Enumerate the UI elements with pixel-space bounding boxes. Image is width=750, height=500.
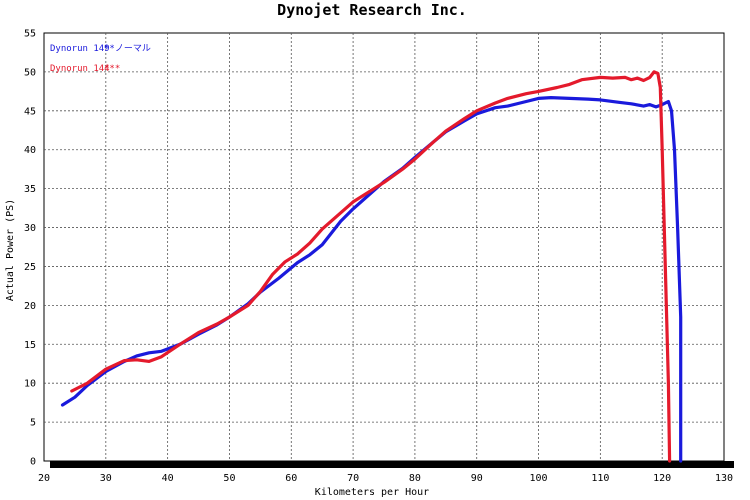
x-axis-bar <box>50 461 734 468</box>
y-tick-label: 50 <box>24 67 36 78</box>
x-axis-ticks: 20 30 40 50 60 70 80 90 100 110 120 130 <box>38 473 733 484</box>
x-tick-label: 80 <box>409 473 421 484</box>
legend-series-note: *** <box>104 64 120 74</box>
plot-area <box>43 32 725 462</box>
grid-lines <box>44 33 724 461</box>
series-line <box>70 70 672 463</box>
y-tick-label: 30 <box>24 223 36 234</box>
y-tick-label: 35 <box>24 184 36 195</box>
x-tick-label: 30 <box>100 473 112 484</box>
y-tick-label: 55 <box>24 29 36 40</box>
legend-series-name: Dynorun 144 <box>50 64 110 74</box>
y-tick-label: 25 <box>24 262 36 273</box>
x-tick-label: 90 <box>471 473 483 484</box>
y-tick-label: 45 <box>24 106 36 117</box>
y-axis-ticks: 0 5 10 15 20 25 30 35 40 45 50 55 <box>24 29 36 468</box>
y-tick-label: 15 <box>24 340 36 351</box>
x-axis-label: Kilometers per Hour <box>315 487 429 498</box>
y-tick-label: 10 <box>24 379 36 390</box>
x-tick-label: 50 <box>223 473 235 484</box>
y-axis-label: Actual Power (PS) <box>5 199 16 301</box>
y-tick-label: 20 <box>24 301 36 312</box>
legend: Dynorun 149**ノーマル Dynorun 144*** <box>50 44 151 74</box>
x-tick-label: 100 <box>530 473 548 484</box>
y-tick-label: 5 <box>30 418 36 429</box>
x-tick-label: 130 <box>715 473 733 484</box>
y-tick-label: 40 <box>24 145 36 156</box>
x-tick-label: 40 <box>162 473 174 484</box>
y-tick-label: 0 <box>30 457 36 468</box>
x-tick-label: 120 <box>653 473 671 484</box>
x-tick-label: 110 <box>591 473 609 484</box>
x-tick-label: 60 <box>285 473 297 484</box>
series-lines <box>60 70 683 463</box>
x-tick-label: 70 <box>347 473 359 484</box>
x-tick-label: 20 <box>38 473 50 484</box>
legend-series-name: Dynorun 149 <box>50 44 110 54</box>
chart-title: Dynojet Research Inc. <box>277 1 467 19</box>
legend-series-note: **ノーマル <box>104 44 151 54</box>
